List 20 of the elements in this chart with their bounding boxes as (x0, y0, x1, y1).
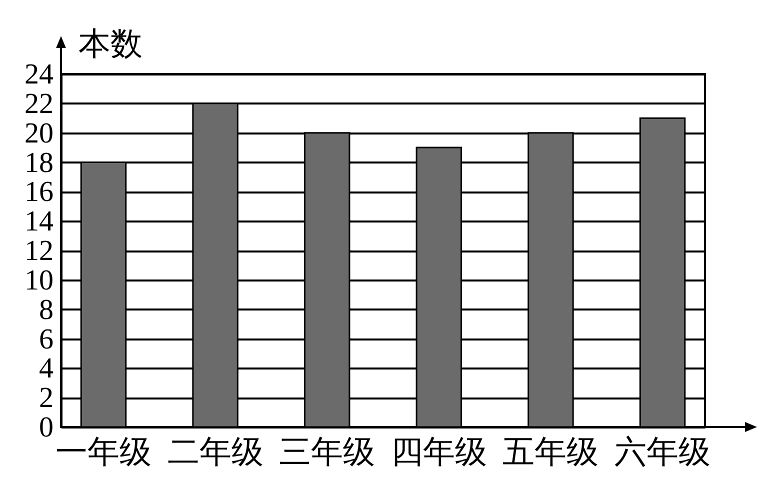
y-tick-label: 16 (24, 176, 54, 208)
y-tick-label: 18 (24, 146, 54, 179)
y-axis-title: 本数 (78, 26, 142, 62)
y-tick-label: 2 (39, 382, 54, 414)
x-tick-label: 二年级 (167, 434, 264, 470)
y-tick-label: 20 (24, 117, 54, 150)
y-tick-label: 0 (39, 412, 54, 444)
x-tick-label: 三年级 (279, 434, 376, 470)
y-tick-label: 8 (39, 294, 54, 326)
x-tick-label: 四年级 (390, 434, 487, 470)
y-tick-label: 22 (24, 88, 54, 120)
y-tick-label: 10 (24, 264, 54, 296)
x-tick-label: 六年级 (614, 434, 711, 470)
x-tick-label: 五年级 (502, 434, 599, 470)
x-tick-label: 一年级 (55, 434, 152, 470)
y-tick-label: 24 (24, 58, 54, 90)
y-tick-label: 14 (24, 206, 54, 238)
y-tick-label: 4 (39, 352, 54, 385)
y-tick-label: 6 (39, 323, 54, 356)
y-tick-label: 12 (24, 235, 54, 267)
